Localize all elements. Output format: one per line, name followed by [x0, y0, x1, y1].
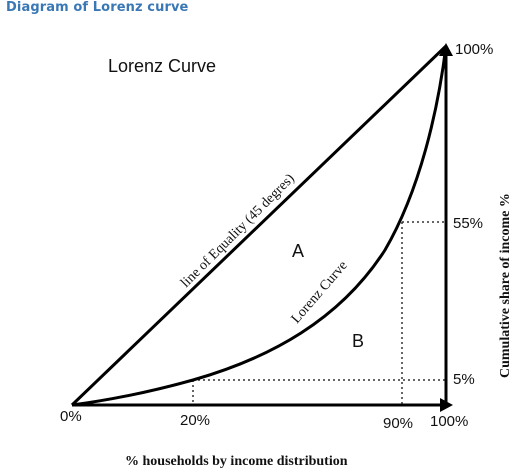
x-tick-label-20: 20%: [180, 412, 210, 429]
origin-label: 0%: [60, 408, 82, 425]
y-tick-label-55: 55%: [453, 215, 483, 232]
y-tick-label-100: 100%: [455, 41, 493, 58]
line-of-equality: [70, 44, 448, 407]
diagram-title: Lorenz Curve: [108, 56, 216, 76]
x-axis-title: % households by income distribution: [125, 454, 348, 469]
y-axis-title: Cumulative share of income %: [498, 193, 513, 378]
y-tick-label-5: 5%: [453, 371, 475, 388]
x-tick-label-90: 90%: [383, 415, 413, 432]
area-a-label: A: [292, 241, 304, 261]
x-tick-label-100: 100%: [430, 413, 468, 430]
lorenz-curve: [71, 45, 448, 407]
equality-line-label: line of Equality (45 degres): [178, 171, 298, 291]
lorenz-curve-label: Lorenz Curve: [289, 258, 351, 326]
area-b-label: B: [352, 331, 364, 351]
page-heading: Diagram of Lorenz curve: [6, 0, 189, 15]
